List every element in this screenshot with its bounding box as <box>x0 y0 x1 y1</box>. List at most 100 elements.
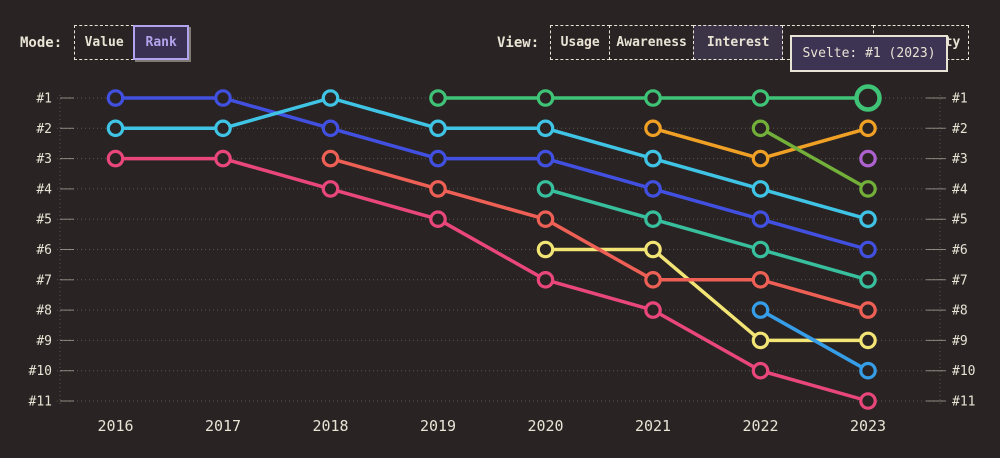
data-point-series-cyan-2016[interactable] <box>106 119 125 138</box>
series-line-series-pink[interactable] <box>113 156 870 403</box>
data-point-series-teal-2020[interactable] <box>536 180 555 198</box>
data-point-series-salmon-2019[interactable] <box>429 180 447 198</box>
data-point-series-yellow-2021[interactable] <box>644 240 662 259</box>
y-axis-label-right: #7 <box>952 273 968 288</box>
series-line-series-salmon[interactable] <box>328 156 870 312</box>
series-line-series-cyan[interactable] <box>113 96 870 221</box>
data-point-series-blue-2016[interactable] <box>106 89 125 107</box>
data-point-series-purple-2023[interactable] <box>859 149 877 168</box>
y-axis-label-left: #9 <box>36 334 52 349</box>
y-axis-label-right: #6 <box>952 243 968 258</box>
series-line-series-olive[interactable] <box>758 126 870 191</box>
data-point-svelte-2019[interactable] <box>429 89 447 107</box>
y-axis-label-right: #2 <box>952 122 968 137</box>
data-point-series-sky-2023[interactable] <box>859 361 877 380</box>
data-point-series-yellow-2023[interactable] <box>859 331 877 350</box>
x-axis-label: 2016 <box>97 417 133 435</box>
data-point-series-blue-2018[interactable] <box>321 119 340 138</box>
data-point-series-olive-2023[interactable] <box>859 180 877 198</box>
mode-label: Mode: <box>20 34 63 51</box>
x-axis-label: 2023 <box>850 417 886 435</box>
data-point-series-pink-2019[interactable] <box>429 210 447 228</box>
data-point-series-salmon-2020[interactable] <box>536 210 555 228</box>
data-point-series-salmon-2021[interactable] <box>644 270 662 289</box>
data-point-series-blue-2022[interactable] <box>751 210 770 228</box>
view-option-interest[interactable]: Interest <box>693 25 784 60</box>
x-axis-label: 2022 <box>742 417 778 435</box>
y-axis-label-left: #2 <box>36 122 52 137</box>
data-point-series-pink-2016[interactable] <box>106 149 125 168</box>
y-axis-label-right: #1 <box>952 92 968 107</box>
data-point-series-cyan-2021[interactable] <box>644 149 662 168</box>
x-axis-label: 2020 <box>527 417 563 435</box>
y-axis-label-left: #5 <box>36 213 52 228</box>
x-axis-label: 2019 <box>420 417 456 435</box>
x-axis-label: 2021 <box>635 417 671 435</box>
x-axis-label: 2017 <box>205 417 241 435</box>
data-point-svelte-2020[interactable] <box>536 89 555 107</box>
y-axis-label-right: #4 <box>952 182 968 197</box>
series-line-series-blue[interactable] <box>113 96 870 252</box>
view-label: View: <box>497 34 540 51</box>
y-axis-label-right: #8 <box>952 304 968 319</box>
data-point-series-pink-2023[interactable] <box>859 392 877 410</box>
data-point-series-orange-2023[interactable] <box>859 119 877 138</box>
y-axis-label-left: #6 <box>36 243 52 258</box>
data-point-series-cyan-2017[interactable] <box>214 119 232 138</box>
mode-option-rank[interactable]: Rank <box>133 25 190 60</box>
y-axis-label-left: #11 <box>29 395 52 410</box>
data-point-series-pink-2017[interactable] <box>214 149 232 168</box>
y-axis-label-right: #3 <box>952 152 968 167</box>
x-axis-label: 2018 <box>312 417 348 435</box>
grid: #1 #1 #2 #2 #3 #3 #4 #4 #5 #5 #6 #6 #7 #7 #8 #8 #9 #9 #10 #… <box>29 92 976 436</box>
series-line-series-teal[interactable] <box>543 187 870 282</box>
hover-tooltip: Svelte: #1 (2023) <box>790 35 948 72</box>
series-lines <box>113 96 870 403</box>
y-axis-label-right: #9 <box>952 334 968 349</box>
y-axis-label-left: #8 <box>36 304 52 319</box>
data-point-series-pink-2018[interactable] <box>321 180 340 198</box>
data-point-series-sky-2022[interactable] <box>751 301 770 319</box>
mode-control-group: Mode: Value Rank <box>20 25 190 60</box>
view-option-usage[interactable]: Usage <box>550 25 611 60</box>
highlighted-data-point-svelte-2023[interactable] <box>854 84 882 112</box>
data-point-series-blue-2021[interactable] <box>644 180 662 198</box>
data-point-series-cyan-2023[interactable] <box>859 210 877 228</box>
data-point-series-cyan-2019[interactable] <box>429 119 447 138</box>
data-point-series-teal-2021[interactable] <box>644 210 662 228</box>
data-point-series-yellow-2020[interactable] <box>536 240 555 259</box>
data-point-series-yellow-2022[interactable] <box>751 331 770 350</box>
data-point-series-orange-2022[interactable] <box>751 149 770 168</box>
data-point-series-pink-2021[interactable] <box>644 301 662 319</box>
y-axis-label-left: #1 <box>36 92 52 107</box>
series-line-series-sky[interactable] <box>758 308 870 373</box>
y-axis-label-right: #11 <box>952 395 975 410</box>
data-point-series-orange-2021[interactable] <box>644 119 662 138</box>
data-point-series-cyan-2018[interactable] <box>321 89 340 107</box>
mode-option-value[interactable]: Value <box>74 25 135 60</box>
view-option-awareness[interactable]: Awareness <box>609 25 695 60</box>
data-point-series-blue-2023[interactable] <box>859 240 877 259</box>
y-axis-label-left: #10 <box>29 364 52 379</box>
data-point-series-cyan-2022[interactable] <box>751 180 770 198</box>
data-point-series-blue-2019[interactable] <box>429 149 447 168</box>
data-point-series-cyan-2020[interactable] <box>536 119 555 138</box>
data-point-series-blue-2017[interactable] <box>214 89 232 107</box>
data-point-series-olive-2022[interactable] <box>751 119 770 138</box>
data-point-series-pink-2020[interactable] <box>536 270 555 289</box>
data-point-series-salmon-2022[interactable] <box>751 270 770 289</box>
data-point-series-teal-2022[interactable] <box>751 240 770 259</box>
y-axis-label-right: #5 <box>952 213 968 228</box>
data-point-svelte-2022[interactable] <box>751 89 770 107</box>
data-point-svelte-2021[interactable] <box>644 89 662 107</box>
data-point-series-salmon-2018[interactable] <box>321 149 340 168</box>
data-point-series-pink-2022[interactable] <box>751 361 770 380</box>
y-axis-label-right: #10 <box>952 364 975 379</box>
y-axis-label-left: #4 <box>36 182 52 197</box>
data-point-series-salmon-2023[interactable] <box>859 301 877 319</box>
data-point-series-blue-2020[interactable] <box>536 149 555 168</box>
data-point-series-teal-2023[interactable] <box>859 270 877 289</box>
y-axis-label-left: #3 <box>36 152 52 167</box>
